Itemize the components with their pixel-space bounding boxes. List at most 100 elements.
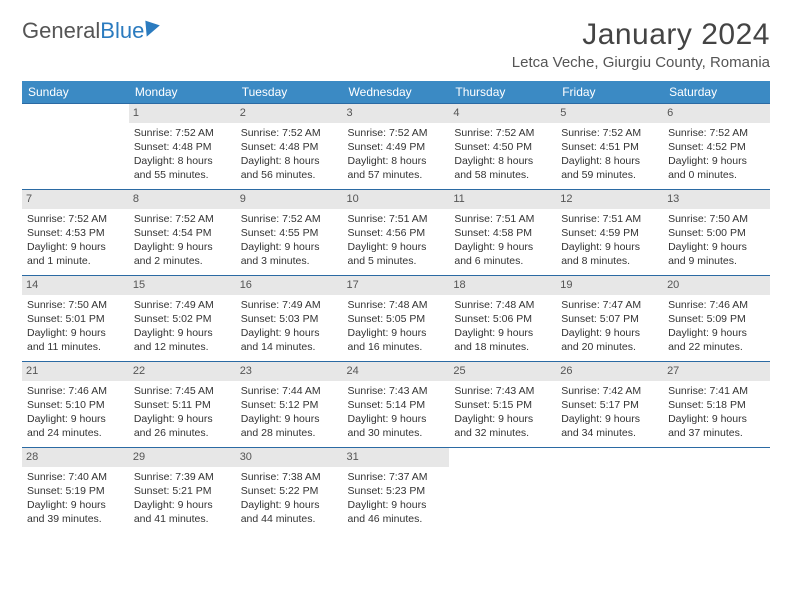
dow-saturday: Saturday	[663, 81, 770, 104]
daylight-line2: and 5 minutes.	[348, 254, 445, 268]
daylight-line2: and 57 minutes.	[348, 168, 445, 182]
sunrise-text: Sunrise: 7:52 AM	[348, 126, 445, 140]
calendar-day-cell: 29Sunrise: 7:39 AMSunset: 5:21 PMDayligh…	[129, 448, 236, 534]
day-number: 8	[129, 190, 236, 209]
sunrise-text: Sunrise: 7:52 AM	[561, 126, 658, 140]
sunset-text: Sunset: 4:59 PM	[561, 226, 658, 240]
day-number: 9	[236, 190, 343, 209]
calendar-day-cell: 1Sunrise: 7:52 AMSunset: 4:48 PMDaylight…	[129, 104, 236, 190]
sunset-text: Sunset: 4:54 PM	[134, 226, 231, 240]
sunset-text: Sunset: 5:10 PM	[27, 398, 124, 412]
day-number: 23	[236, 362, 343, 381]
sunset-text: Sunset: 5:22 PM	[241, 484, 338, 498]
day-number: 13	[663, 190, 770, 209]
daylight-line1: Daylight: 9 hours	[454, 412, 551, 426]
daylight-line2: and 32 minutes.	[454, 426, 551, 440]
daylight-line1: Daylight: 9 hours	[27, 240, 124, 254]
logo-part1: General	[22, 18, 100, 43]
daylight-line1: Daylight: 9 hours	[348, 498, 445, 512]
calendar-table: Sunday Monday Tuesday Wednesday Thursday…	[22, 81, 770, 534]
sunset-text: Sunset: 5:09 PM	[668, 312, 765, 326]
daylight-line1: Daylight: 8 hours	[241, 154, 338, 168]
calendar-day-cell: 14Sunrise: 7:50 AMSunset: 5:01 PMDayligh…	[22, 276, 129, 362]
daylight-line2: and 59 minutes.	[561, 168, 658, 182]
sunrise-text: Sunrise: 7:46 AM	[27, 384, 124, 398]
day-number: 12	[556, 190, 663, 209]
day-header-row: Sunday Monday Tuesday Wednesday Thursday…	[22, 81, 770, 104]
calendar-day-cell: 13Sunrise: 7:50 AMSunset: 5:00 PMDayligh…	[663, 190, 770, 276]
day-number: 24	[343, 362, 450, 381]
sunset-text: Sunset: 4:58 PM	[454, 226, 551, 240]
daylight-line1: Daylight: 9 hours	[454, 240, 551, 254]
sunset-text: Sunset: 5:02 PM	[134, 312, 231, 326]
sunset-text: Sunset: 4:56 PM	[348, 226, 445, 240]
sunset-text: Sunset: 4:49 PM	[348, 140, 445, 154]
sunrise-text: Sunrise: 7:43 AM	[348, 384, 445, 398]
calendar-day-cell: 27 Sunrise: 7:41 AMSunset: 5:18 PMDayligh…	[663, 362, 770, 448]
day-number: 22	[129, 362, 236, 381]
sunrise-text: Sunrise: 7:49 AM	[134, 298, 231, 312]
sunrise-text: Sunrise: 7:42 AM	[561, 384, 658, 398]
sunset-text: Sunset: 5:01 PM	[27, 312, 124, 326]
daylight-line1: Daylight: 9 hours	[348, 240, 445, 254]
daylight-line1: Daylight: 9 hours	[241, 412, 338, 426]
sunrise-text: Sunrise: 7:50 AM	[668, 212, 765, 226]
calendar-day-cell: 12Sunrise: 7:51 AMSunset: 4:59 PMDayligh…	[556, 190, 663, 276]
sunset-text: Sunset: 4:55 PM	[241, 226, 338, 240]
day-number: 27	[663, 362, 770, 381]
day-number: 11	[449, 190, 556, 209]
daylight-line2: and 14 minutes.	[241, 340, 338, 354]
daylight-line1: Daylight: 9 hours	[241, 326, 338, 340]
daylight-line2: and 20 minutes.	[561, 340, 658, 354]
sunset-text: Sunset: 5:17 PM	[561, 398, 658, 412]
daylight-line2: and 6 minutes.	[454, 254, 551, 268]
daylight-line2: and 30 minutes.	[348, 426, 445, 440]
sunrise-text: Sunrise: 7:37 AM	[348, 470, 445, 484]
logo-text: GeneralBlue	[22, 18, 144, 44]
calendar-day-cell: .	[22, 104, 129, 190]
daylight-line2: and 58 minutes.	[454, 168, 551, 182]
calendar-day-cell: 10Sunrise: 7:51 AMSunset: 4:56 PMDayligh…	[343, 190, 450, 276]
day-number: 30	[236, 448, 343, 467]
daylight-line1: Daylight: 9 hours	[668, 412, 765, 426]
daylight-line1: Daylight: 9 hours	[241, 240, 338, 254]
calendar-day-cell: 26Sunrise: 7:42 AMSunset: 5:17 PMDayligh…	[556, 362, 663, 448]
sunrise-text: Sunrise: 7:41 AM	[668, 384, 765, 398]
calendar-day-cell: 2Sunrise: 7:52 AMSunset: 4:48 PMDaylight…	[236, 104, 343, 190]
calendar-day-cell: .	[663, 448, 770, 534]
calendar-day-cell: 22Sunrise: 7:45 AMSunset: 5:11 PMDayligh…	[129, 362, 236, 448]
daylight-line2: and 39 minutes.	[27, 512, 124, 526]
day-number: 25	[449, 362, 556, 381]
month-title: January 2024	[512, 18, 770, 52]
daylight-line2: and 9 minutes.	[668, 254, 765, 268]
day-number: 31	[343, 448, 450, 467]
calendar-day-cell: 5Sunrise: 7:52 AMSunset: 4:51 PMDaylight…	[556, 104, 663, 190]
daylight-line2: and 18 minutes.	[454, 340, 551, 354]
sunset-text: Sunset: 5:12 PM	[241, 398, 338, 412]
dow-monday: Monday	[129, 81, 236, 104]
day-number: 19	[556, 276, 663, 295]
daylight-line1: Daylight: 9 hours	[668, 154, 765, 168]
sunrise-text: Sunrise: 7:51 AM	[561, 212, 658, 226]
day-number: 17	[343, 276, 450, 295]
sunset-text: Sunset: 5:18 PM	[668, 398, 765, 412]
daylight-line1: Daylight: 9 hours	[561, 326, 658, 340]
day-number: 3	[343, 104, 450, 123]
calendar-day-cell: 21Sunrise: 7:46 AMSunset: 5:10 PMDayligh…	[22, 362, 129, 448]
sunset-text: Sunset: 5:05 PM	[348, 312, 445, 326]
dow-wednesday: Wednesday	[343, 81, 450, 104]
calendar-day-cell: 3Sunrise: 7:52 AMSunset: 4:49 PMDaylight…	[343, 104, 450, 190]
day-number: 28	[22, 448, 129, 467]
daylight-line1: Daylight: 9 hours	[27, 326, 124, 340]
sunset-text: Sunset: 5:23 PM	[348, 484, 445, 498]
location-text: Letca Veche, Giurgiu County, Romania	[512, 54, 770, 71]
day-number: 21	[22, 362, 129, 381]
calendar-day-cell: 20Sunrise: 7:46 AMSunset: 5:09 PMDayligh…	[663, 276, 770, 362]
sunrise-text: Sunrise: 7:39 AM	[134, 470, 231, 484]
daylight-line2: and 24 minutes.	[27, 426, 124, 440]
daylight-line2: and 46 minutes.	[348, 512, 445, 526]
daylight-line1: Daylight: 9 hours	[134, 498, 231, 512]
sunrise-text: Sunrise: 7:46 AM	[668, 298, 765, 312]
sunrise-text: Sunrise: 7:44 AM	[241, 384, 338, 398]
daylight-line2: and 22 minutes.	[668, 340, 765, 354]
